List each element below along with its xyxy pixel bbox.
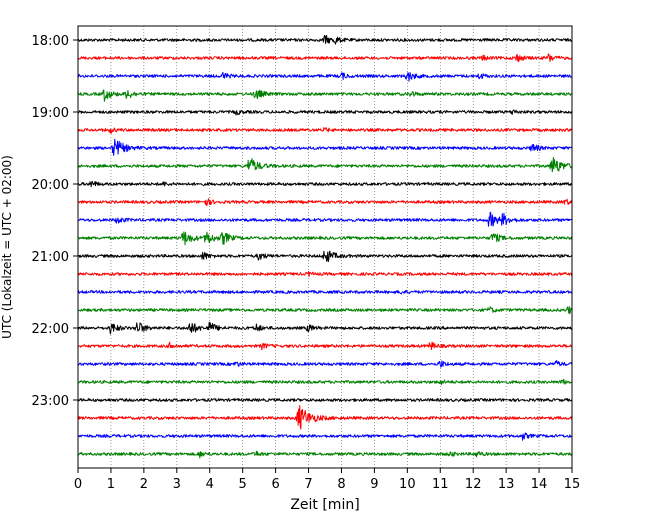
plot-frame [77, 25, 573, 469]
y-tick-label: 18:00 [32, 34, 69, 49]
x-tick-label: 10 [399, 477, 416, 492]
trace-2230 [77, 360, 573, 368]
y-tick-label: 23:00 [32, 394, 69, 409]
x-tick-label: 6 [271, 477, 279, 492]
x-tick-label: 1 [107, 477, 115, 492]
x-tick-label: 2 [140, 477, 148, 492]
x-tick-label: 14 [531, 477, 548, 492]
x-tick-label: 3 [173, 477, 181, 492]
trace-2100 [77, 250, 573, 263]
trace-2130 [77, 289, 573, 295]
trace-2015 [77, 198, 573, 206]
trace-2215 [77, 341, 573, 351]
vertical-grid [110, 26, 540, 468]
y-tick-label: 20:00 [32, 178, 69, 193]
trace-2200 [77, 321, 573, 335]
trace-2145 [77, 306, 573, 315]
x-tick-label: 13 [498, 477, 515, 492]
x-tick-label: 12 [465, 477, 482, 492]
trace-2330 [77, 432, 573, 441]
x-tick-label: 11 [432, 477, 449, 492]
trace-group [77, 34, 573, 459]
trace-1930 [77, 138, 573, 156]
trace-2045 [77, 231, 573, 246]
x-tick-label: 0 [74, 477, 82, 492]
x-tick-label: 9 [370, 477, 378, 492]
y-tick-label: 22:00 [32, 322, 69, 337]
x-tick-label: 8 [337, 477, 345, 492]
trace-2000 [77, 180, 573, 188]
trace-1815 [77, 53, 573, 63]
x-tick-label: 5 [239, 477, 247, 492]
trace-1945 [77, 157, 573, 173]
trace-1845 [77, 89, 573, 102]
trace-1915 [77, 127, 573, 134]
x-axis-label: Zeit [min] [290, 497, 359, 513]
y-tick-label: 19:00 [32, 106, 69, 121]
trace-2030 [77, 211, 573, 227]
trace-2115 [77, 271, 573, 278]
x-tick-label: 15 [564, 477, 581, 492]
x-tick-label: 4 [206, 477, 214, 492]
y-tick-label: 21:00 [32, 250, 69, 265]
x-tick-label: 7 [304, 477, 312, 492]
x-axis: 0 1 2 3 4 5 6 7 8 9 10 11 12 13 14 15 [74, 468, 580, 492]
trace-2245 [77, 378, 573, 386]
trace-1900 [77, 109, 573, 116]
trace-1800 [77, 34, 573, 45]
y-axis-label: UTC (Lokalzeit = UTC + 02:00) [0, 155, 14, 339]
y-axis: 18:00 19:00 20:00 21:00 22:00 23:00 [32, 34, 78, 409]
trace-1830 [77, 71, 573, 82]
trace-2300 [77, 398, 573, 402]
trace-2315 [77, 404, 573, 430]
trace-2345 [77, 450, 573, 459]
